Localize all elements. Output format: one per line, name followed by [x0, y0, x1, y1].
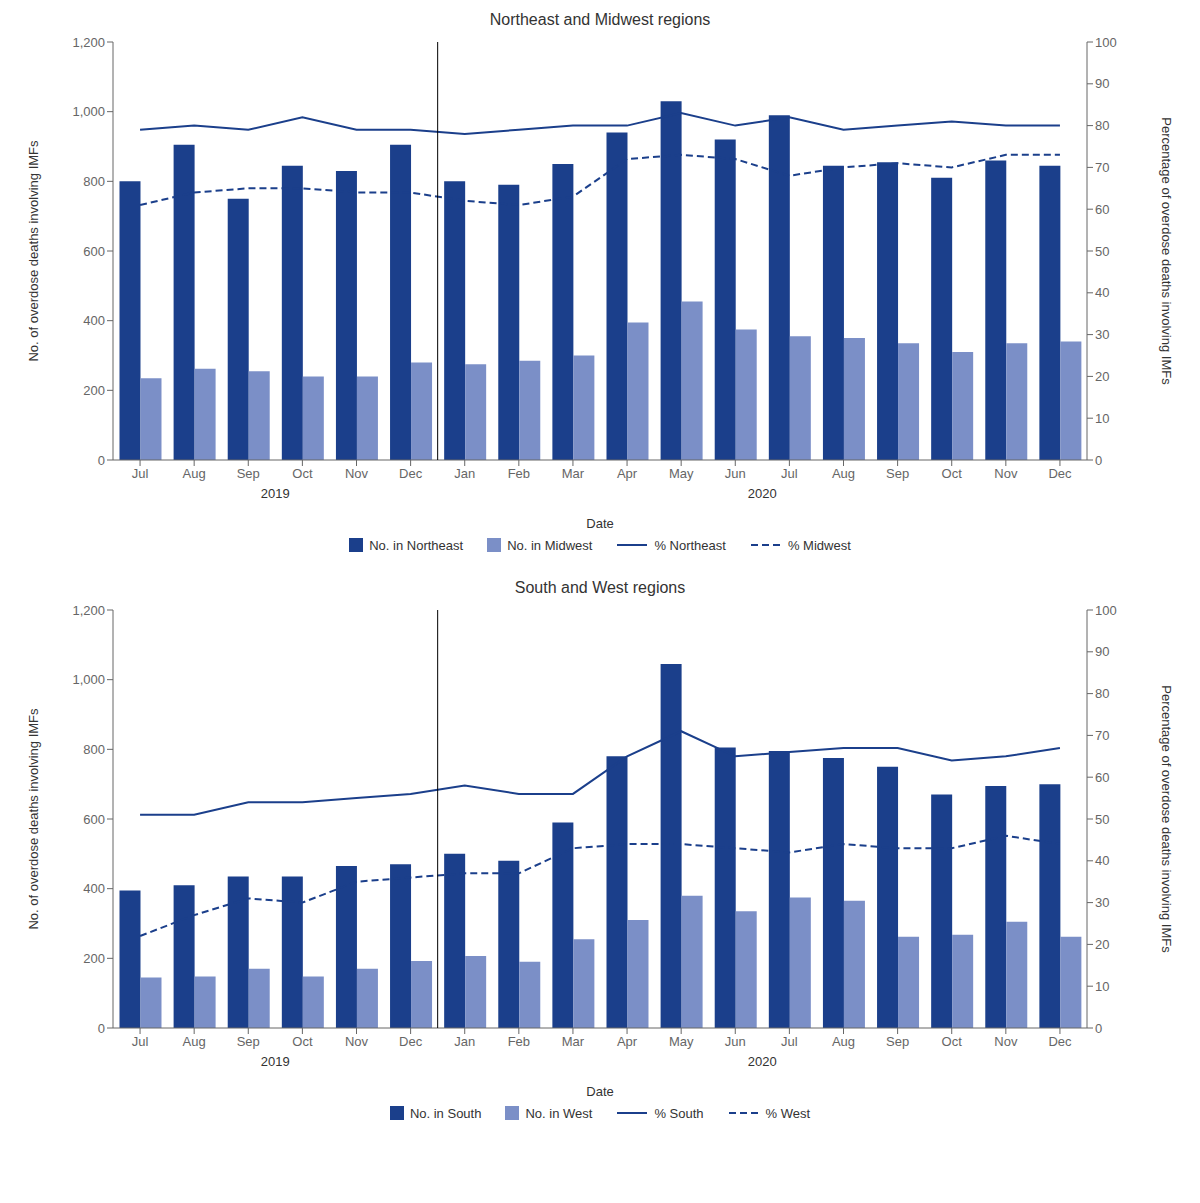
svg-text:Oct: Oct [292, 1034, 313, 1049]
html-text:No. in Midwest: No. in Midwest [507, 537, 593, 553]
svg-text:Dec: Dec [399, 466, 423, 481]
svg-text:0: 0 [1095, 453, 1102, 468]
svg-text:No. of overdose deaths involvi: No. of overdose deaths involving IMFs [26, 708, 41, 930]
svg-text:Nov: Nov [994, 1034, 1018, 1049]
html-text:% South: % South [654, 1105, 704, 1121]
svg-text:Mar: Mar [562, 1034, 585, 1049]
svg-text:70: 70 [1095, 160, 1109, 175]
svg-text:20: 20 [1095, 369, 1109, 384]
svg-text:Jan: Jan [454, 1034, 475, 1049]
svg-text:1,200: 1,200 [72, 603, 105, 618]
svg-text:Dec: Dec [399, 1034, 423, 1049]
svg-text:Percentage of overdose deaths: Percentage of overdose deaths involving … [1159, 685, 1174, 953]
svg-text:Apr: Apr [617, 466, 638, 481]
svg-text:10: 10 [1095, 411, 1109, 426]
svg-text:Jul: Jul [781, 466, 798, 481]
svg-text:Nov: Nov [994, 466, 1018, 481]
html-text:South and West regions: South and West regions [514, 579, 686, 596]
svg-text:0: 0 [1095, 1021, 1102, 1036]
svg-text:Jul: Jul [132, 1034, 149, 1049]
svg-text:Apr: Apr [617, 1034, 638, 1049]
svg-text:Aug: Aug [832, 1034, 855, 1049]
svg-text:2019: 2019 [261, 1054, 290, 1069]
svg-text:600: 600 [83, 244, 105, 259]
svg-text:0: 0 [98, 453, 105, 468]
svg-text:Sep: Sep [886, 1034, 909, 1049]
svg-text:1,000: 1,000 [72, 104, 105, 119]
html-text:No. in West: No. in West [525, 1105, 593, 1121]
svg-text:90: 90 [1095, 644, 1109, 659]
svg-text:200: 200 [83, 951, 105, 966]
html-text:Northeast and Midwest regions: Northeast and Midwest regions [489, 11, 711, 28]
svg-text:Sep: Sep [237, 466, 260, 481]
svg-text:600: 600 [83, 812, 105, 827]
svg-text:90: 90 [1095, 76, 1109, 91]
svg-text:0: 0 [98, 1021, 105, 1036]
svg-text:40: 40 [1095, 285, 1109, 300]
svg-text:30: 30 [1095, 895, 1109, 910]
svg-text:50: 50 [1095, 244, 1109, 259]
svg-text:2020: 2020 [748, 486, 777, 501]
html-text:% West: % West [765, 1105, 811, 1121]
svg-text:Sep: Sep [237, 1034, 260, 1049]
svg-text:20: 20 [1095, 937, 1109, 952]
html-text:No. in Northeast: No. in Northeast [369, 537, 464, 553]
html-text:No. in South: No. in South [409, 1105, 482, 1121]
svg-text:No. of overdose deaths involvi: No. of overdose deaths involving IMFs [26, 140, 41, 362]
svg-text:80: 80 [1095, 686, 1109, 701]
svg-text:50: 50 [1095, 812, 1109, 827]
svg-text:800: 800 [83, 174, 105, 189]
svg-text:Percentage of overdose deaths: Percentage of overdose deaths involving … [1159, 117, 1174, 385]
svg-text:400: 400 [83, 881, 105, 896]
svg-text:Sep: Sep [886, 466, 909, 481]
svg-text:Dec: Dec [1048, 1034, 1072, 1049]
svg-text:Date: Date [586, 516, 613, 531]
svg-text:May: May [669, 466, 694, 481]
svg-text:Feb: Feb [508, 1034, 530, 1049]
svg-text:30: 30 [1095, 327, 1109, 342]
svg-text:Nov: Nov [345, 466, 369, 481]
svg-text:2020: 2020 [748, 1054, 777, 1069]
svg-text:Date: Date [586, 1084, 613, 1099]
html-text:% Midwest: % Midwest [787, 537, 851, 553]
svg-text:May: May [669, 1034, 694, 1049]
svg-text:Mar: Mar [562, 466, 585, 481]
svg-text:1,200: 1,200 [72, 35, 105, 50]
svg-text:Aug: Aug [183, 1034, 206, 1049]
svg-text:Aug: Aug [183, 466, 206, 481]
svg-text:10: 10 [1095, 979, 1109, 994]
svg-text:100: 100 [1095, 35, 1117, 50]
svg-text:Nov: Nov [345, 1034, 369, 1049]
svg-text:Jun: Jun [725, 1034, 746, 1049]
svg-text:100: 100 [1095, 603, 1117, 618]
svg-text:Oct: Oct [942, 1034, 963, 1049]
svg-text:200: 200 [83, 383, 105, 398]
svg-text:Oct: Oct [292, 466, 313, 481]
svg-text:80: 80 [1095, 118, 1109, 133]
svg-text:Oct: Oct [942, 466, 963, 481]
svg-text:Aug: Aug [832, 466, 855, 481]
svg-text:400: 400 [83, 313, 105, 328]
svg-text:Dec: Dec [1048, 466, 1072, 481]
svg-text:Feb: Feb [508, 466, 530, 481]
html-text:% Northeast: % Northeast [654, 537, 726, 553]
svg-text:800: 800 [83, 742, 105, 757]
svg-text:Jul: Jul [781, 1034, 798, 1049]
svg-text:1,000: 1,000 [72, 672, 105, 687]
svg-text:2019: 2019 [261, 486, 290, 501]
svg-text:70: 70 [1095, 728, 1109, 743]
svg-text:40: 40 [1095, 853, 1109, 868]
svg-text:60: 60 [1095, 770, 1109, 785]
svg-text:Jan: Jan [454, 466, 475, 481]
svg-text:Jul: Jul [132, 466, 149, 481]
svg-text:60: 60 [1095, 202, 1109, 217]
svg-text:Jun: Jun [725, 466, 746, 481]
